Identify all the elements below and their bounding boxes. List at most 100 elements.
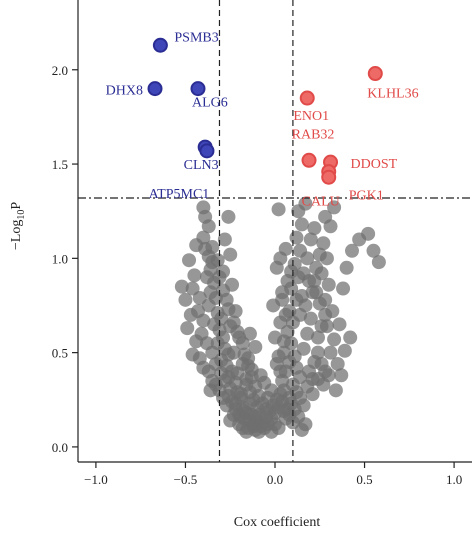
nonsignificant-point	[298, 196, 313, 211]
nonsignificant-point	[303, 232, 318, 247]
nonsignificant-point	[316, 377, 331, 392]
nonsignificant-point	[196, 313, 211, 328]
nonsignificant-point	[174, 279, 189, 294]
nonsignificant-point	[221, 302, 236, 317]
nonsignificant-point	[178, 292, 193, 307]
nonsignificant-point	[216, 283, 231, 298]
nonsignificant-point	[337, 343, 352, 358]
nonsignificant-point	[269, 356, 284, 371]
nonsignificant-point	[239, 424, 254, 439]
nonsignificant-point	[289, 230, 304, 245]
nonsignificant-point	[307, 273, 322, 288]
nonsignificant-point	[314, 319, 329, 334]
nonsignificant-point	[210, 253, 225, 268]
y-axis-title-prefix: −Log	[9, 220, 24, 250]
y-axis-title: −Log10P	[9, 202, 27, 250]
nonsignificant-point	[182, 253, 197, 268]
nonsignificant-point	[343, 330, 358, 345]
nonsignificant-point	[336, 281, 351, 296]
nonsignificant-point	[275, 292, 290, 307]
label-ddost: DDOST	[351, 157, 398, 172]
nonsignificant-point	[183, 307, 198, 322]
point-pgk1	[321, 169, 337, 185]
gene-labels: PSMB3 DHX8 ALG6 CLN3 ATP5MC1 KLHL36 ENO1 RAB32 D…	[106, 30, 419, 209]
nonsignificant-point	[294, 217, 309, 232]
x-tick-label: −1.0	[84, 472, 108, 487]
nonsignificant-point	[334, 368, 349, 383]
nonsignificant-point	[318, 209, 333, 224]
label-rab32: RAB32	[292, 127, 335, 142]
nonsignificant-point	[305, 372, 320, 387]
nonsignificant-point	[230, 324, 245, 339]
nonsignificant-point	[226, 345, 241, 360]
label-cln3: CLN3	[184, 158, 219, 173]
nonsignificant-point	[312, 296, 327, 311]
nonsignificant-point	[241, 358, 256, 373]
nonsignificant-point	[253, 368, 268, 383]
y-axis-title-subscript: 10	[16, 210, 27, 220]
label-eno1: ENO1	[293, 109, 329, 124]
axes: −1.0 −0.5 0.0 0.5 1.0 0.0 0.5 1.0 1.5 2.0	[52, 0, 472, 487]
nonsignificant-point	[223, 247, 238, 262]
point-rab32	[301, 152, 317, 168]
nonsignificant-point	[296, 266, 311, 281]
point-klhl36	[367, 66, 383, 82]
nonsignificant-point	[316, 236, 331, 251]
nonsignificant-point	[201, 219, 216, 234]
nonsignificant-point	[345, 243, 360, 258]
nonsignificant-point	[187, 268, 202, 283]
nonsignificant-point	[273, 251, 288, 266]
nonsignificant-point	[330, 356, 345, 371]
nonsignificant-point	[339, 260, 354, 275]
nonsignificant-point	[294, 422, 309, 437]
nonsignificant-point	[293, 307, 308, 322]
nonsignificant-point	[332, 317, 347, 332]
x-axis-title: Cox coefficient	[234, 515, 321, 530]
nonsignificant-point	[235, 336, 250, 351]
y-axis-title-suffix: P	[9, 202, 24, 210]
nonsignificant-point	[192, 290, 207, 305]
point-alg6	[190, 81, 206, 97]
nonsignificant-point	[323, 345, 338, 360]
nonsignificant-point	[271, 421, 286, 436]
nonsignificant-point	[203, 383, 218, 398]
point-atp5mc1	[199, 143, 215, 159]
nonsignificant-point	[276, 334, 291, 349]
x-tick-label: 0.5	[356, 472, 372, 487]
nonsignificant-point	[327, 200, 342, 215]
label-dhx8: DHX8	[106, 84, 143, 99]
point-psmb3	[152, 37, 168, 53]
nonsignificant-point	[318, 307, 333, 322]
nonsignificant-point	[361, 226, 376, 241]
y-tick-label: 1.5	[52, 157, 68, 172]
nonsignificant-point	[248, 339, 263, 354]
nonsignificant-point	[271, 202, 286, 217]
nonsignificant-point	[321, 277, 336, 292]
nonsignificant-point	[217, 232, 232, 247]
label-pgk1: PGK1	[349, 188, 384, 203]
nonsignificant-point	[205, 240, 220, 255]
nonsignificant-point	[310, 345, 325, 360]
threshold-lines	[78, 0, 472, 462]
y-tick-label: 1.0	[52, 251, 68, 266]
label-atp5mc1: ATP5MC1	[149, 187, 210, 202]
nonsignificant-point	[284, 264, 299, 279]
nonsignificant-point	[276, 404, 291, 419]
nonsignificant-point	[189, 334, 204, 349]
nonsignificant-point	[278, 307, 293, 322]
nonsignificant-point	[307, 221, 322, 236]
nonsignificant-point	[221, 209, 236, 224]
x-tick-label: 1.0	[446, 472, 462, 487]
nonsignificant-point	[287, 349, 302, 364]
label-calu: CALU	[302, 195, 340, 210]
nonsignificant-point	[180, 321, 195, 336]
nonsignificant-point	[366, 243, 381, 258]
significant-points	[147, 37, 383, 185]
nonsignificant-point	[309, 285, 324, 300]
nonsignificant-point	[303, 311, 318, 326]
point-dhx8	[147, 81, 163, 97]
y-tick-label: 2.0	[52, 63, 68, 78]
nonsignificant-point	[248, 409, 263, 424]
nonsignificant-point	[305, 387, 320, 402]
